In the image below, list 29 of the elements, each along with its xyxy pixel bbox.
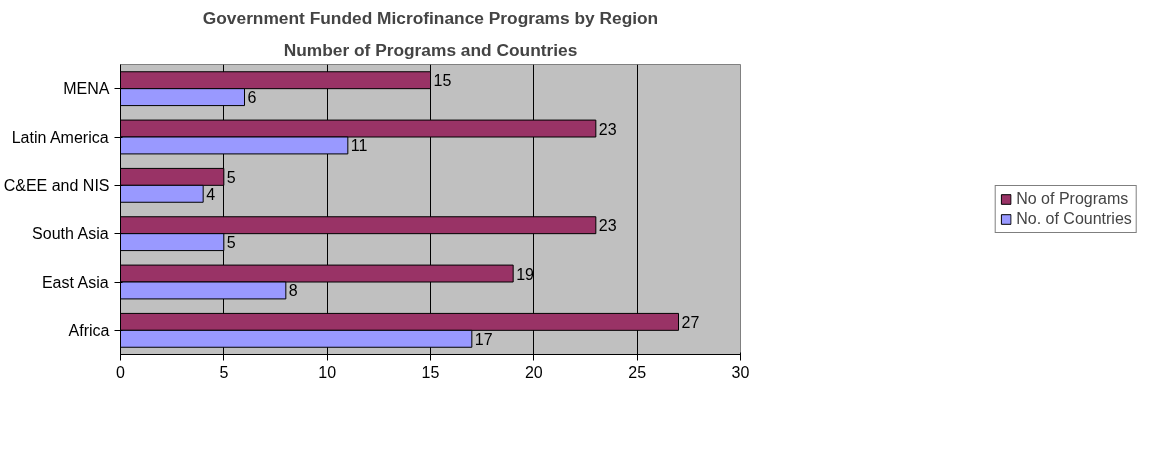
x-tick-label: 10 bbox=[318, 363, 337, 381]
data-label: 5 bbox=[226, 234, 236, 252]
data-label: 5 bbox=[226, 168, 236, 186]
y-tick-label: Africa bbox=[68, 321, 110, 339]
data-label: 8 bbox=[288, 282, 298, 300]
x-tick-label: 0 bbox=[116, 363, 126, 381]
data-label: 15 bbox=[433, 72, 452, 90]
y-tick-label: MENA bbox=[63, 80, 110, 98]
legend-label: No. of Countries bbox=[1016, 210, 1132, 228]
data-label: 17 bbox=[474, 330, 493, 348]
y-tick-label: East Asia bbox=[41, 273, 109, 291]
data-label: 11 bbox=[350, 137, 368, 155]
data-label: 19 bbox=[516, 265, 535, 283]
x-tick-label: 30 bbox=[731, 363, 750, 381]
data-label: 23 bbox=[598, 120, 617, 138]
data-label: 23 bbox=[598, 217, 617, 235]
legend-label: No of Programs bbox=[1016, 190, 1129, 208]
x-tick-label: 5 bbox=[219, 363, 229, 381]
data-label: 27 bbox=[681, 313, 700, 331]
y-tick-label: South Asia bbox=[32, 225, 109, 243]
chart-subtitle: Number of Programs and Countries bbox=[283, 39, 578, 60]
y-tick-label: Latin America bbox=[11, 128, 109, 146]
data-label: 4 bbox=[206, 185, 216, 203]
x-tick-label: 15 bbox=[421, 363, 440, 381]
chart-title: Government Funded Microfinance Programs by Region bbox=[202, 7, 659, 28]
data-label: 6 bbox=[247, 89, 257, 107]
x-tick-label: 25 bbox=[628, 363, 647, 381]
y-tick-label: C&EE and NIS bbox=[3, 176, 110, 194]
x-tick-label: 20 bbox=[524, 363, 543, 381]
